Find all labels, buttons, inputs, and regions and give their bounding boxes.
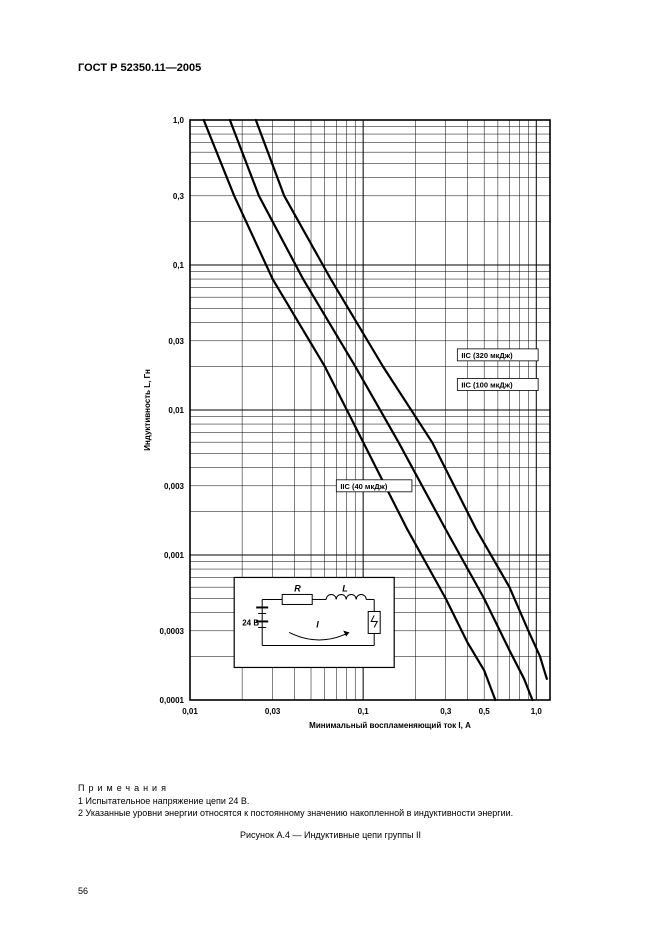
svg-text:IIC (40 мкДж): IIC (40 мкДж) <box>340 482 388 491</box>
svg-text:0,01: 0,01 <box>168 406 184 415</box>
svg-text:IIC (100 мкДж): IIC (100 мкДж) <box>461 380 513 389</box>
svg-text:0,001: 0,001 <box>164 551 185 560</box>
svg-text:0,1: 0,1 <box>358 707 370 716</box>
svg-text:0,1: 0,1 <box>173 261 185 270</box>
svg-text:0,3: 0,3 <box>173 192 185 201</box>
svg-text:R: R <box>294 583 301 593</box>
svg-text:0,0001: 0,0001 <box>160 696 185 705</box>
svg-text:0,03: 0,03 <box>168 337 184 346</box>
note-2: 2 Указанные уровни энергии относятся к п… <box>78 808 513 818</box>
notes-title: Примечания <box>78 783 170 793</box>
chart: 0,01 0,03 0,1 0,3 1,0 0,5 Минимальный воспламе… <box>140 110 580 750</box>
figure-caption: Рисунок А.4 — Индуктивные цепи группы II <box>0 830 661 840</box>
svg-text:0,03: 0,03 <box>265 707 281 716</box>
svg-text:0,5: 0,5 <box>479 707 491 716</box>
svg-text:1,0: 1,0 <box>173 116 185 125</box>
page-number: 56 <box>78 886 88 896</box>
svg-text:L: L <box>342 583 348 593</box>
svg-text:1,0: 1,0 <box>531 707 543 716</box>
svg-text:24 В: 24 В <box>242 618 259 627</box>
svg-text:0,01: 0,01 <box>182 707 198 716</box>
doc-header: ГОСТ Р 52350.11—2005 <box>78 62 201 74</box>
svg-text:0,003: 0,003 <box>164 482 185 491</box>
page: ГОСТ Р 52350.11—2005 0,010,030,10,31,00,… <box>0 0 661 936</box>
svg-text:Минимальный воспламеняющий ток: Минимальный воспламеняющий ток I, А <box>309 721 471 730</box>
note-1: 1 Испытательное напряжение цепи 24 В. <box>78 796 249 806</box>
svg-text:IIC (320 мкДж): IIC (320 мкДж) <box>461 351 513 360</box>
svg-text:Индуктивность L, Гн: Индуктивность L, Гн <box>143 369 152 451</box>
svg-text:0,3: 0,3 <box>440 707 452 716</box>
notes-block: Примечания 1 Испытательное напряжение це… <box>78 782 598 820</box>
svg-text:0,0003: 0,0003 <box>160 627 185 636</box>
